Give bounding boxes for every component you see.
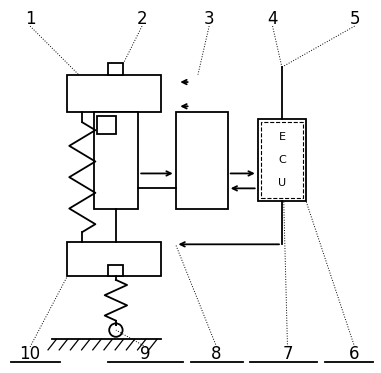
Bar <box>109 63 123 75</box>
Bar <box>261 122 303 198</box>
Bar <box>258 119 306 201</box>
Text: 8: 8 <box>211 345 222 363</box>
Text: 1: 1 <box>25 10 35 28</box>
Text: U: U <box>278 178 286 188</box>
Text: 4: 4 <box>267 10 278 28</box>
Text: E: E <box>279 132 285 142</box>
Bar <box>176 112 228 209</box>
Bar <box>109 265 123 276</box>
Text: 9: 9 <box>141 345 151 363</box>
Bar <box>93 112 138 209</box>
Text: 10: 10 <box>19 345 41 363</box>
Text: 7: 7 <box>282 345 293 363</box>
Bar <box>67 242 161 276</box>
Text: 6: 6 <box>349 345 360 363</box>
Text: 2: 2 <box>137 10 147 28</box>
Bar <box>97 116 116 134</box>
Bar <box>67 75 161 112</box>
Text: 5: 5 <box>349 10 360 28</box>
Text: 3: 3 <box>204 10 215 28</box>
Text: C: C <box>278 156 286 165</box>
